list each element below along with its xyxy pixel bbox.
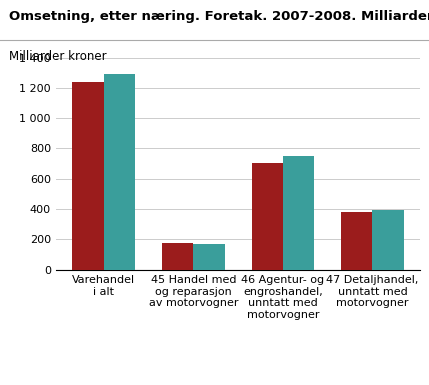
Bar (372, 210, 404, 270)
Bar (193, 244, 225, 270)
Bar (73, 82, 104, 270)
Text: Omsetning, etter næring. Foretak. 2007-2008. Milliarder kroner: Omsetning, etter næring. Foretak. 2007-2… (9, 10, 429, 23)
Bar (251, 163, 283, 270)
Bar (283, 156, 314, 270)
Bar (341, 212, 372, 270)
Text: Milliarder kroner: Milliarder kroner (9, 50, 106, 63)
Bar (104, 74, 135, 270)
Bar (162, 243, 193, 270)
